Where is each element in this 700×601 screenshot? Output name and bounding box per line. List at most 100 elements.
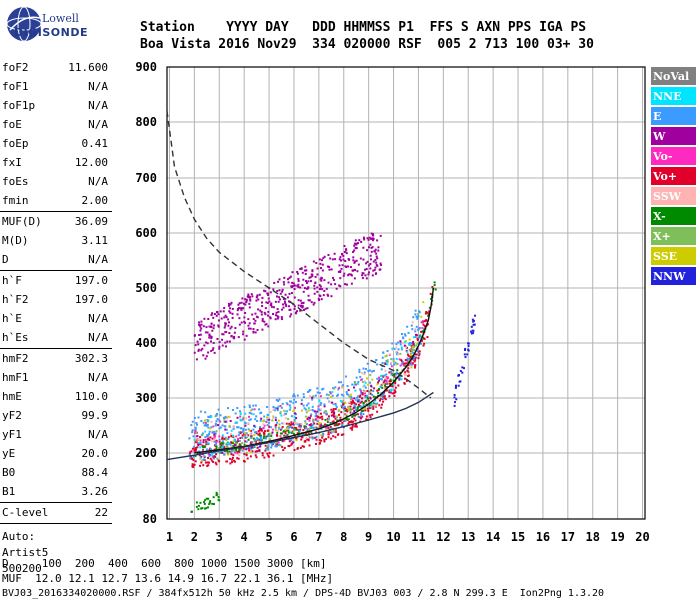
echo-point (292, 430, 295, 433)
echo-point (274, 407, 277, 410)
echo-point (399, 340, 402, 343)
echo-point (204, 430, 207, 433)
echo-point (230, 433, 233, 436)
echo-point (351, 397, 354, 400)
echo-point (224, 314, 227, 317)
echo-point (349, 266, 352, 269)
echo-point (251, 295, 254, 298)
echo-point (297, 299, 300, 302)
echo-point (412, 356, 415, 359)
echo-point (369, 373, 372, 376)
echo-point (318, 298, 321, 301)
echo-point (386, 363, 389, 366)
echo-point (327, 420, 330, 423)
echo-point (347, 407, 350, 410)
distance-scale-line: D 100 200 400 600 800 1000 1500 3000 [km… (2, 557, 327, 570)
echo-point (370, 389, 373, 392)
echo-point (230, 325, 233, 328)
echo-point (245, 301, 248, 304)
echo-point (215, 445, 218, 448)
echo-point (191, 464, 194, 467)
echo-point (407, 331, 410, 334)
echo-point (287, 300, 290, 303)
echo-point (200, 327, 203, 330)
echo-point (336, 419, 339, 422)
echo-point (277, 296, 280, 299)
echo-point (261, 318, 264, 321)
echo-point (284, 302, 287, 305)
param-label: hmF1 (2, 371, 29, 384)
echo-point (210, 340, 213, 343)
echo-point (414, 366, 417, 369)
echo-point (253, 408, 256, 411)
globe-logo-icon (6, 6, 42, 42)
echo-point (276, 289, 279, 292)
echo-point (278, 443, 281, 446)
echo-point (329, 257, 332, 260)
echo-point (379, 268, 382, 271)
echo-point (384, 398, 387, 401)
echo-point (202, 439, 205, 442)
echo-point (414, 363, 417, 366)
echo-point (205, 497, 208, 500)
echo-point (266, 416, 269, 419)
param-label: C-level (2, 506, 49, 519)
echo-point (321, 288, 324, 291)
echo-point (382, 381, 385, 384)
echo-point (424, 312, 427, 315)
echo-point (289, 426, 292, 429)
echo-point (320, 259, 323, 262)
echo-point (252, 331, 255, 334)
echo-point (287, 426, 290, 429)
echo-point (417, 327, 420, 330)
echo-point (237, 336, 240, 339)
echo-point (370, 246, 373, 249)
echo-point (199, 333, 202, 336)
echo-point (293, 308, 296, 311)
echo-point (277, 405, 280, 408)
echo-point (278, 423, 281, 426)
echo-point (404, 334, 407, 337)
echo-point (225, 460, 228, 463)
echo-point (296, 270, 299, 273)
echo-point (317, 405, 320, 408)
echo-point (334, 428, 337, 431)
echo-point (406, 350, 409, 353)
echo-point (248, 419, 251, 422)
echo-point (199, 410, 202, 413)
echo-point (277, 280, 280, 283)
echo-point (367, 397, 370, 400)
echo-point (301, 433, 304, 436)
echo-point (324, 418, 327, 421)
echo-point (261, 305, 264, 308)
echo-point (363, 380, 366, 383)
echo-point (301, 409, 304, 412)
echo-point (227, 318, 230, 321)
echo-point (289, 431, 292, 434)
echo-point (399, 375, 402, 378)
echo-point (377, 391, 380, 394)
echo-point (213, 313, 216, 316)
echo-point (207, 426, 210, 429)
echo-point (327, 436, 330, 439)
echo-point (266, 406, 269, 409)
echo-point (470, 332, 473, 335)
echo-point (215, 494, 218, 497)
echo-point (238, 450, 241, 453)
echo-point (286, 403, 289, 406)
echo-point (230, 301, 233, 304)
echo-point (364, 268, 367, 271)
echo-point (206, 419, 209, 422)
echo-point (267, 454, 270, 457)
echo-point (325, 393, 328, 396)
echo-point (239, 427, 242, 430)
echo-point (296, 447, 299, 450)
echo-point (217, 324, 220, 327)
echo-point (266, 429, 269, 432)
echo-point (414, 356, 417, 359)
echo-point (309, 389, 312, 392)
echo-point (403, 377, 406, 380)
echo-point (351, 383, 354, 386)
echo-point (365, 267, 368, 270)
echo-point (239, 415, 242, 418)
